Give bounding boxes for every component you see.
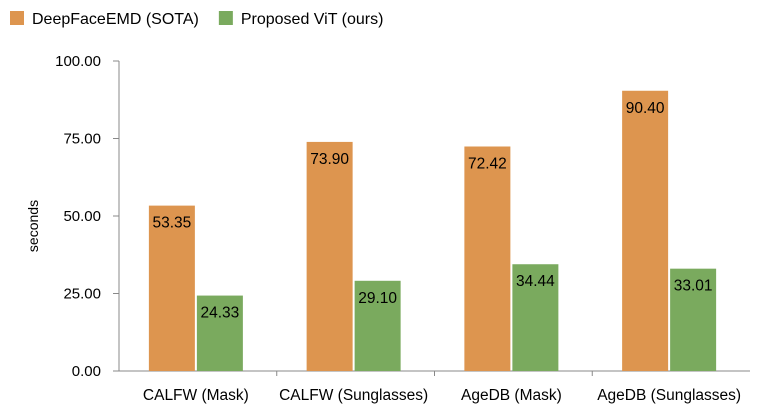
bar-deepfaceemd: [622, 90, 669, 371]
y-tick-label: 100.00: [55, 53, 101, 70]
data-label: 34.44: [516, 273, 555, 290]
bars: [148, 90, 717, 371]
y-tick-label: 75.00: [63, 131, 101, 148]
legend-label: DeepFaceEMD (SOTA): [32, 11, 199, 28]
bar-proposed-vit: [512, 264, 559, 371]
data-labels: 53.35 24.33 73.90 29.10 72.42 34.44 90.40 33.01: [152, 100, 712, 322]
y-axis-label: seconds: [25, 200, 41, 252]
x-axis: CALFW (Mask) CALFW (Sunglasses) AgeDB (Mas…: [119, 370, 750, 404]
data-label: 33.01: [674, 278, 713, 295]
bar-proposed-vit: [196, 295, 243, 371]
data-label: 53.35: [152, 215, 191, 232]
data-label: 24.33: [200, 305, 239, 322]
data-label: 29.10: [358, 290, 397, 307]
legend: DeepFaceEMD (SOTA) Proposed ViT (ours): [10, 11, 383, 28]
x-tick-label: CALFW (Sunglasses): [279, 387, 428, 404]
bar-deepfaceemd: [464, 146, 511, 371]
x-tick-label: CALFW (Mask): [143, 387, 249, 404]
y-axis: 0.00 25.00 50.00 75.00 100.00: [55, 53, 120, 380]
bar-proposed-vit: [670, 268, 717, 371]
y-tick-label: 25.00: [63, 286, 101, 303]
data-label: 73.90: [310, 151, 349, 168]
y-tick-label: 0.00: [72, 363, 101, 380]
bar-proposed-vit: [354, 280, 401, 371]
y-tick-label: 50.00: [63, 208, 101, 225]
legend-swatch: [218, 11, 233, 25]
data-label: 90.40: [626, 100, 665, 117]
x-tick-label: AgeDB (Sunglasses): [597, 387, 741, 404]
legend-swatch: [10, 11, 24, 25]
bar-deepfaceemd: [148, 205, 195, 371]
legend-label: Proposed ViT (ours): [241, 11, 384, 28]
x-tick-label: AgeDB (Mask): [461, 387, 562, 404]
bar-deepfaceemd: [306, 141, 353, 371]
data-label: 72.42: [468, 155, 507, 172]
